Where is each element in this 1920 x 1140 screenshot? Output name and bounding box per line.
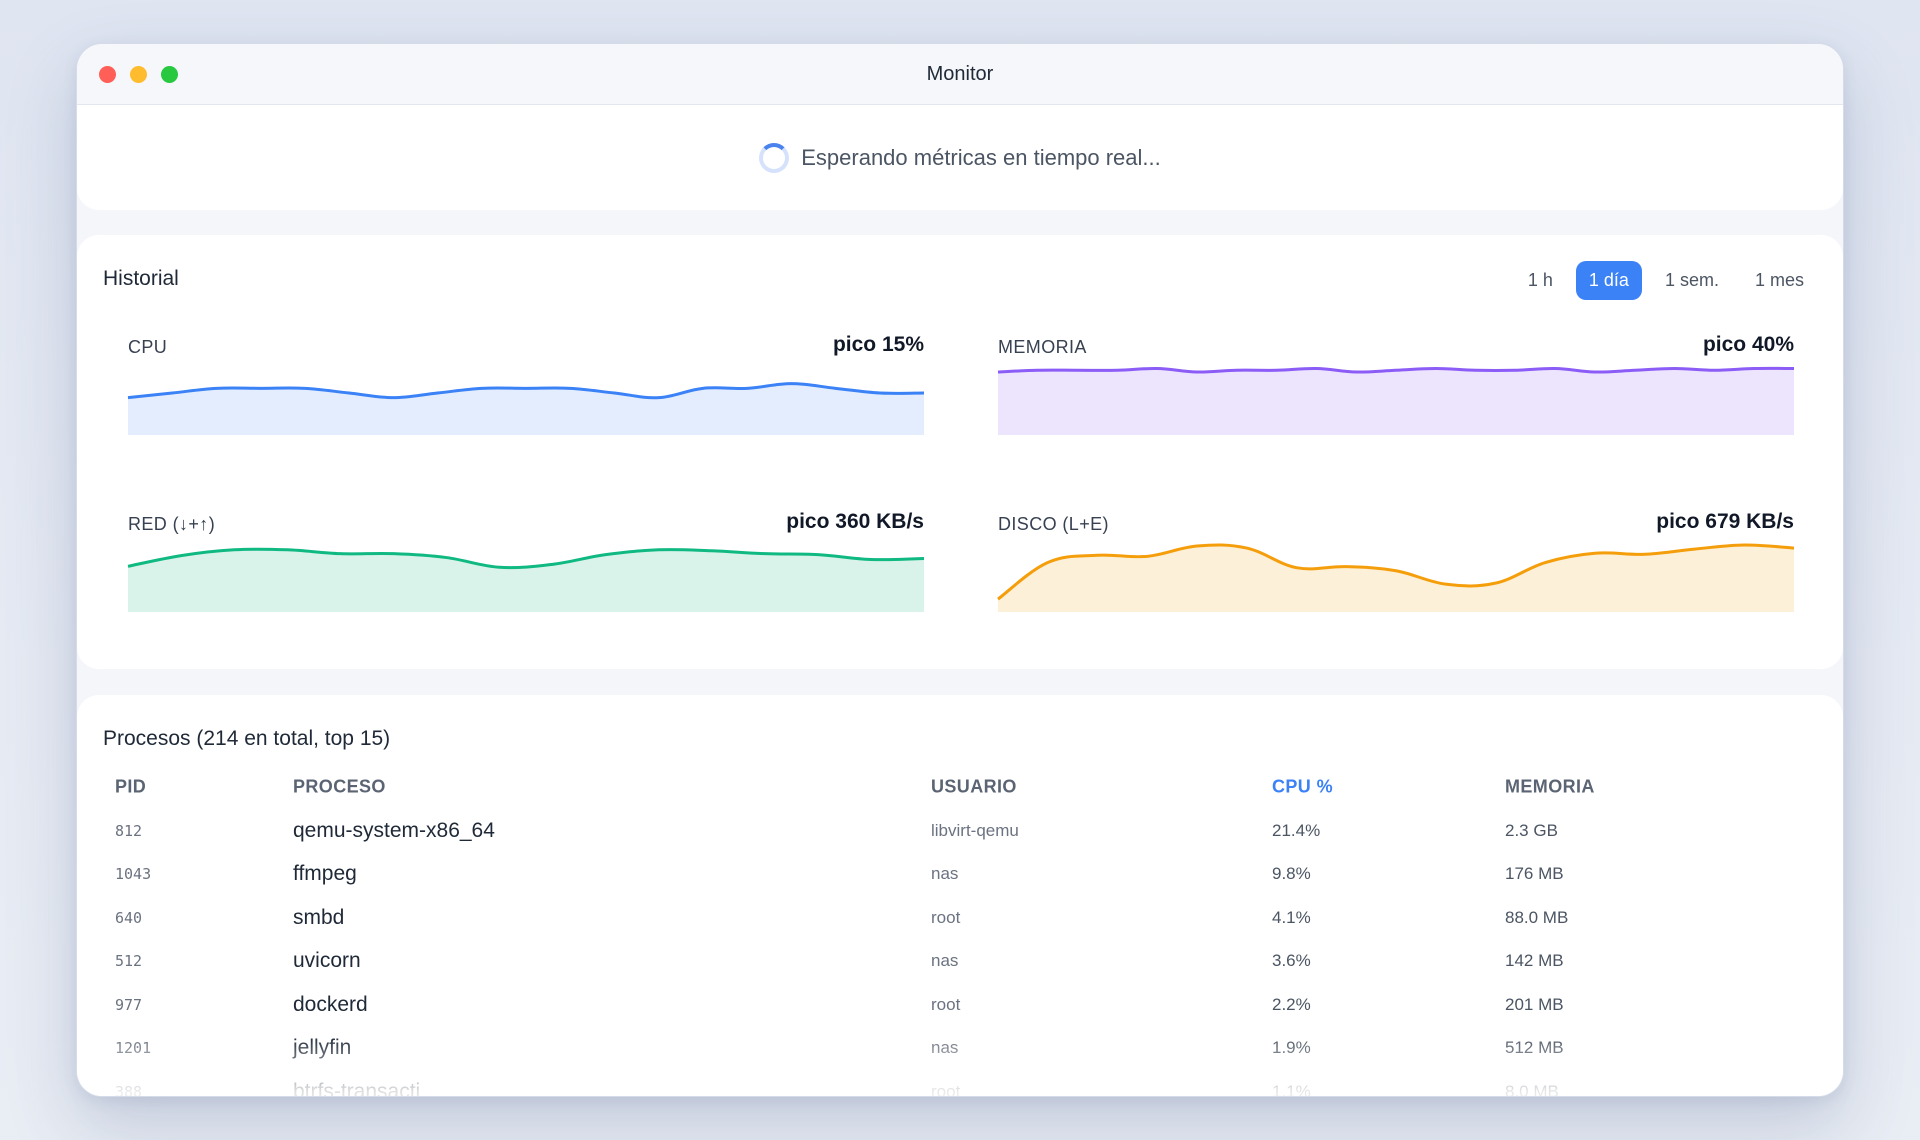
column-header-process[interactable]: PROCESO <box>293 776 386 797</box>
process-rows: 812 qemu-system-x86_64 libvirt-qemu 21.4% 2.… <box>103 809 1817 1097</box>
range-tab-1w[interactable]: 1 sem. <box>1664 270 1719 290</box>
monitor-window: Monitor Esperando métricas en tiempo rea… <box>76 43 1844 1097</box>
process-memory: 8.0 MB <box>1505 1081 1559 1097</box>
process-pid: 512 <box>115 952 143 971</box>
process-pid: 977 <box>115 995 143 1014</box>
process-user: root <box>931 1081 961 1097</box>
process-memory: 2.3 GB <box>1505 820 1558 840</box>
history-card: Historial 1 h 1 día 1 sem. 1 mes CPU pic… <box>77 235 1843 669</box>
window-controls <box>99 66 178 83</box>
chart-area-fill <box>998 368 1794 435</box>
range-tab-1m[interactable]: 1 mes <box>1754 270 1804 290</box>
network-chart: RED (↓+↑) pico 360 KB/s <box>127 498 925 648</box>
process-pid: 388 <box>115 1082 143 1097</box>
processes-card: Procesos (214 en total, top 15) PID PROC… <box>77 695 1843 1097</box>
minimize-window-button[interactable] <box>130 66 147 83</box>
loading-spinner-icon <box>759 142 790 173</box>
table-header: PID PROCESO USUARIO CPU % MEMORIA <box>103 765 1817 809</box>
memory-sparkline <box>997 366 1795 435</box>
memory-chart-peak: pico 40% <box>1702 333 1794 356</box>
process-cpu: 21.4% <box>1272 820 1321 840</box>
process-name: smbd <box>293 905 345 929</box>
process-user: root <box>931 994 961 1014</box>
process-name: uvicorn <box>293 949 361 973</box>
cpu-chart: CPU pico 15% <box>127 321 925 471</box>
cpu-sparkline <box>127 382 925 435</box>
process-memory: 201 MB <box>1505 994 1564 1014</box>
chart-series-line <box>127 382 925 400</box>
history-title: Historial <box>103 267 179 290</box>
table-row[interactable]: 388 btrfs-transacti root 1.1% 8.0 MB <box>103 1070 1817 1097</box>
process-user: nas <box>931 951 959 971</box>
chart-area-fill <box>998 544 1794 612</box>
column-header-cpu[interactable]: CPU % <box>1272 776 1334 797</box>
title-bar: Monitor <box>77 44 1843 105</box>
table-row[interactable]: 812 qemu-system-x86_64 libvirt-qemu 21.4% 2.… <box>103 809 1817 853</box>
process-cpu: 1.1% <box>1272 1081 1311 1097</box>
main-content: Esperando métricas en tiempo real... His… <box>77 105 1843 1096</box>
chart-area-fill <box>128 549 924 612</box>
status-text: Esperando métricas en tiempo real... <box>801 144 1161 170</box>
process-memory: 176 MB <box>1505 864 1564 884</box>
process-cpu: 3.6% <box>1272 951 1311 971</box>
process-user: nas <box>931 1038 959 1058</box>
network-sparkline <box>127 547 925 612</box>
process-name: qemu-system-x86_64 <box>293 818 495 842</box>
process-name: jellyfin <box>293 1036 352 1060</box>
process-cpu: 9.8% <box>1272 864 1311 884</box>
maximize-window-button[interactable] <box>161 66 178 83</box>
process-memory: 142 MB <box>1505 951 1564 971</box>
process-table: PID PROCESO USUARIO CPU % MEMORIA 812 qem… <box>103 765 1817 1097</box>
memory-chart: MEMORIA pico 40% <box>997 321 1795 471</box>
close-window-button[interactable] <box>99 66 116 83</box>
process-name: dockerd <box>293 992 368 1016</box>
chart-area-fill <box>128 383 924 435</box>
table-row[interactable]: 640 smbd root 4.1% 88.0 MB <box>103 896 1817 940</box>
processes-title: Procesos (214 en total, top 15) <box>103 727 391 750</box>
process-pid: 812 <box>115 821 143 840</box>
process-user: libvirt-qemu <box>931 820 1019 840</box>
disk-chart: DISCO (L+E) pico 679 KB/s <box>997 498 1795 648</box>
range-tab-1h[interactable]: 1 h <box>1527 270 1553 290</box>
table-row[interactable]: 512 uvicorn nas 3.6% 142 MB <box>103 940 1817 984</box>
status-card: Esperando métricas en tiempo real... <box>77 105 1843 210</box>
range-selector: 1 h 1 día 1 sem. 1 mes <box>1515 261 1817 300</box>
process-pid: 640 <box>115 908 143 927</box>
disk-chart-peak: pico 679 KB/s <box>1656 510 1794 533</box>
process-cpu: 2.2% <box>1272 994 1311 1014</box>
cpu-chart-peak: pico 15% <box>832 333 924 356</box>
column-header-user[interactable]: USUARIO <box>931 776 1017 797</box>
disk-sparkline <box>997 543 1795 612</box>
process-memory: 512 MB <box>1505 1038 1564 1058</box>
network-chart-peak: pico 360 KB/s <box>786 510 924 533</box>
process-pid: 1043 <box>115 865 152 884</box>
process-cpu: 4.1% <box>1272 907 1311 927</box>
process-cpu: 1.9% <box>1272 1038 1311 1058</box>
table-row[interactable]: 1201 jellyfin nas 1.9% 512 MB <box>103 1027 1817 1071</box>
cpu-chart-label: CPU <box>128 337 168 357</box>
column-header-memory[interactable]: MEMORIA <box>1505 776 1595 797</box>
table-row[interactable]: 1043 ffmpeg nas 9.8% 176 MB <box>103 853 1817 897</box>
column-header-pid[interactable]: PID <box>115 776 147 797</box>
process-pid: 1201 <box>115 1039 152 1058</box>
window-title: Monitor <box>926 63 994 85</box>
process-name: btrfs-transacti <box>293 1079 421 1097</box>
process-user: root <box>931 907 961 927</box>
process-name: ffmpeg <box>293 862 357 886</box>
process-memory: 88.0 MB <box>1505 907 1569 927</box>
disk-chart-label: DISCO (L+E) <box>998 514 1109 534</box>
chart-series-line <box>997 543 1795 601</box>
range-tab-1d[interactable]: 1 día <box>1575 261 1642 300</box>
table-row[interactable]: 977 dockerd root 2.2% 201 MB <box>103 983 1817 1027</box>
process-user: nas <box>931 864 959 884</box>
chart-series-line <box>997 366 1795 374</box>
memory-chart-label: MEMORIA <box>998 337 1087 357</box>
chart-series-line <box>127 547 925 570</box>
network-chart-label: RED (↓+↑) <box>128 514 216 534</box>
